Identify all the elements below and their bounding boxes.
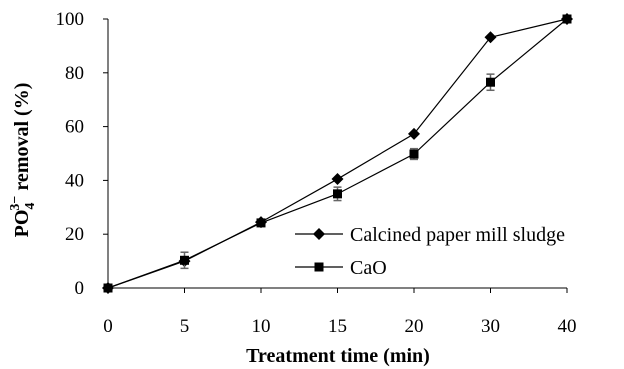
data-point [180, 255, 189, 265]
series-line [107, 18, 568, 289]
y-tick-label: 60 [65, 117, 84, 138]
x-tick-label: 10 [252, 316, 271, 337]
series-layer [102, 13, 573, 294]
y-tick-label: 40 [65, 170, 84, 191]
y-tick-label: 80 [65, 63, 84, 84]
y-tick-label: 0 [75, 278, 85, 299]
legend-marker [313, 228, 325, 240]
x-axis-title: Treatment time (min) [246, 345, 430, 367]
x-tick-label: 5 [180, 316, 190, 337]
data-point [408, 127, 420, 140]
series-line [107, 18, 568, 289]
data-point [486, 77, 495, 87]
data-point [484, 31, 497, 44]
legend-label: Calcined paper mill sludge [350, 224, 565, 246]
x-tick-label: 30 [481, 316, 500, 337]
y-axis-title-rest: removal (%) [11, 83, 33, 196]
svg-text:PO43− removal (%): PO43− removal (%) [8, 83, 38, 238]
data-point [103, 283, 113, 293]
x-tick-label: 15 [328, 316, 347, 337]
data-point [562, 14, 572, 24]
data-point [256, 218, 266, 228]
y-axis-title: PO43− removal (%) [8, 83, 38, 238]
y-tick-label: 20 [65, 224, 84, 245]
legend-entry: CaO [295, 257, 387, 279]
legend: Calcined paper mill sludge CaO [295, 224, 565, 279]
data-point [333, 189, 342, 199]
series-diamond [102, 13, 573, 294]
y-axis-title-subscript: 4 [23, 203, 38, 210]
x-tick-label: 40 [558, 316, 577, 337]
data-point [409, 149, 419, 159]
x-tick-label: 0 [103, 316, 113, 337]
x-tick-label: 20 [405, 316, 424, 337]
legend-entry: Calcined paper mill sludge [295, 224, 565, 246]
series-square [103, 14, 572, 293]
y-tick-label: 100 [56, 9, 85, 30]
y-axis-title-superscript: 3− [8, 196, 23, 211]
legend-marker [314, 262, 324, 272]
data-point [331, 173, 344, 186]
axes: 0 20 40 60 80 100 0 5 10 15 20 30 40 [56, 9, 577, 337]
y-axis-title-main: PO [11, 210, 33, 238]
legend-label: CaO [350, 257, 387, 279]
